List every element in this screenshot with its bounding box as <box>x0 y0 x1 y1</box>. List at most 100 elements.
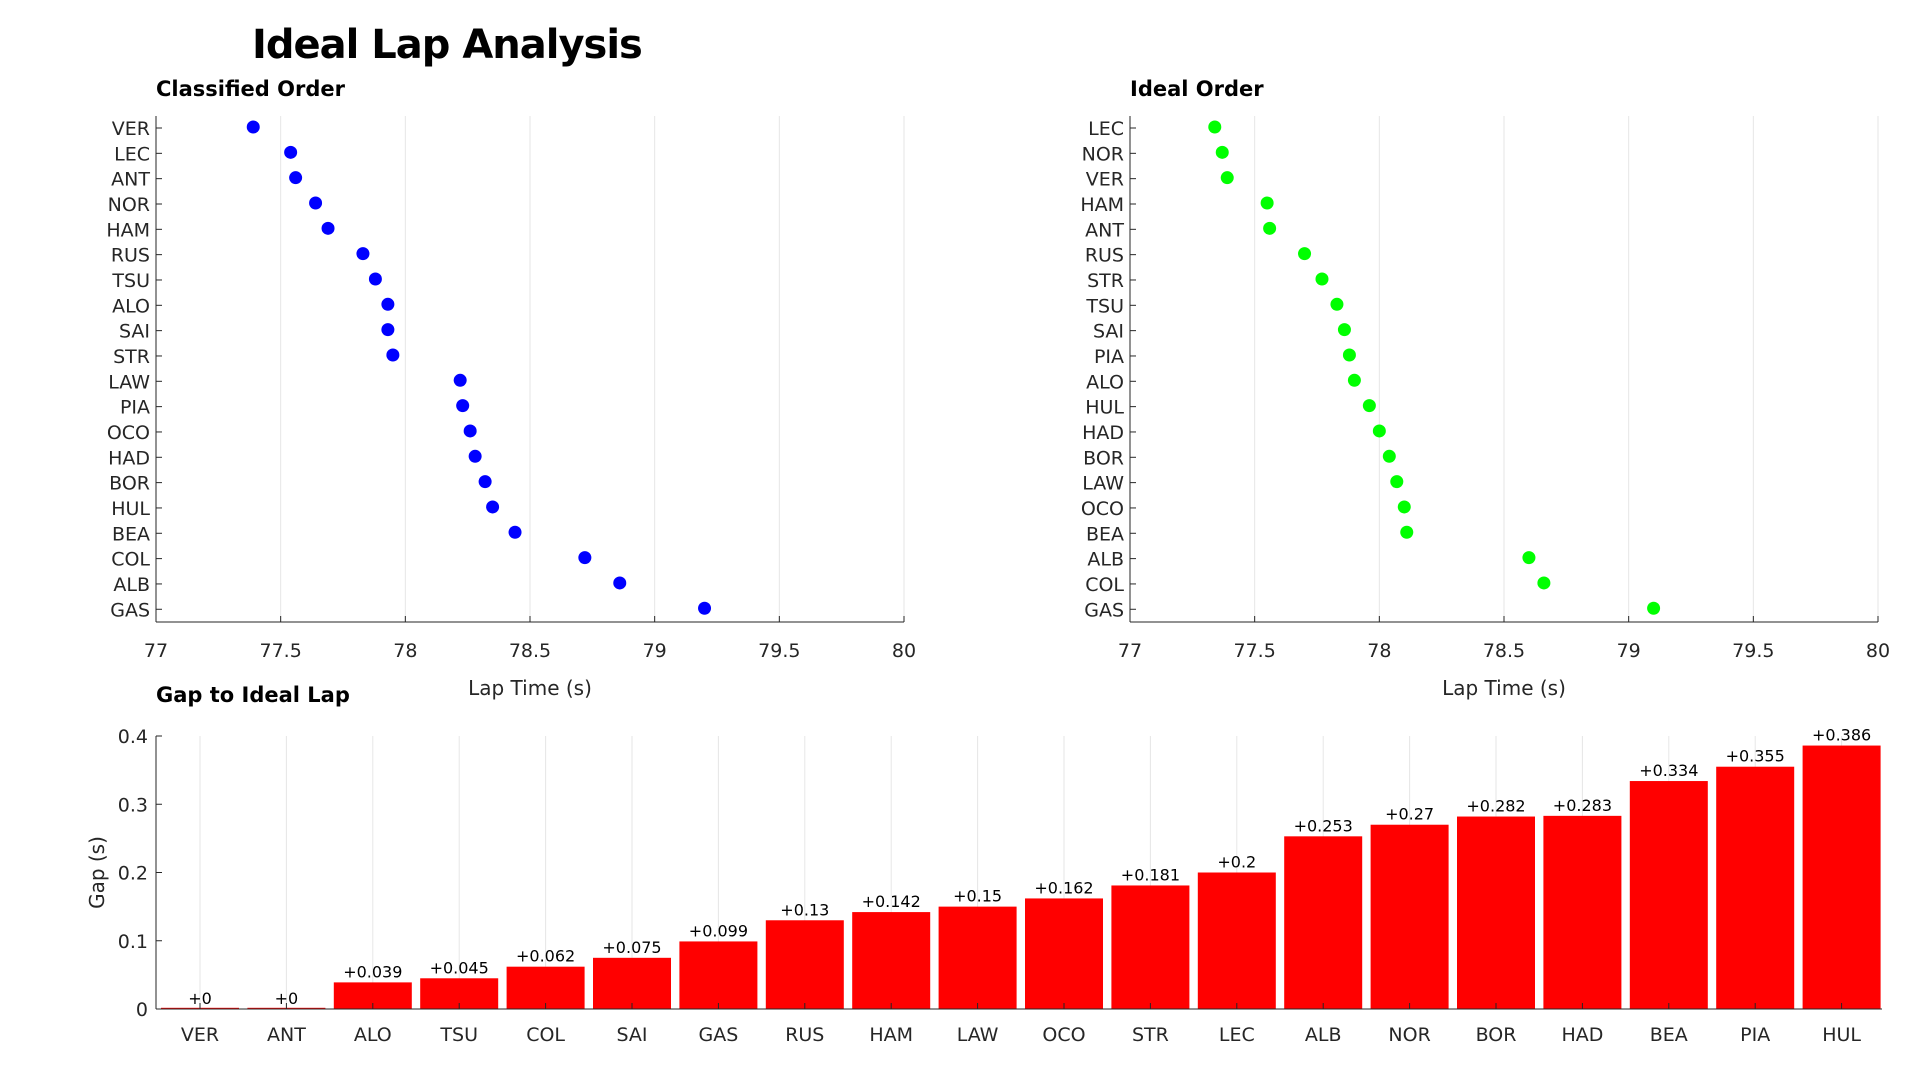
gap-to-ideal-chart: +0 VER +0 ANT +0.039 ALO +0.045 TSU +0.062 COL +0.… <box>85 683 1882 1046</box>
bar <box>1457 816 1535 1009</box>
x-tick-label: 79.5 <box>1732 640 1774 662</box>
chart-title: Gap to Ideal Lap <box>156 683 350 707</box>
y-tick-label: HUL <box>111 498 150 520</box>
y-tick-label: OCO <box>107 422 150 444</box>
y-tick-label: GAS <box>1084 599 1124 621</box>
x-tick-label: HAM <box>869 1024 913 1046</box>
y-tick-label: LEC <box>114 143 150 165</box>
y-tick-label: LAW <box>108 371 150 393</box>
y-tick-label: STR <box>1087 270 1124 292</box>
bar-data-label: +0.162 <box>1034 878 1093 897</box>
bar-data-label: +0.039 <box>343 962 402 981</box>
x-tick-label: LEC <box>1219 1024 1255 1046</box>
y-tick-label: ALB <box>113 574 150 596</box>
x-tick-label: 77 <box>144 640 168 662</box>
bar-data-label: +0.062 <box>516 947 575 966</box>
x-tick-label: 80 <box>1866 640 1890 662</box>
bar <box>1197 872 1276 1009</box>
data-point <box>1522 551 1536 565</box>
y-tick-label: HAD <box>1082 422 1124 444</box>
chart-title: Ideal Order <box>1130 77 1264 101</box>
bar <box>1284 836 1363 1009</box>
y-tick-label: TSU <box>1085 295 1124 317</box>
bar <box>506 966 585 1009</box>
y-tick-label: NOR <box>108 194 150 216</box>
x-tick-label: BEA <box>1650 1024 1688 1046</box>
x-tick-label: 80 <box>892 640 916 662</box>
bar <box>852 912 931 1009</box>
y-tick-label: TSU <box>111 270 150 292</box>
ideal-order-chart: 77 77.5 78 78.5 79 79.5 80 LEC NOR VER HAM ANT RUS ST… <box>1080 77 1890 700</box>
y-tick-label: PIA <box>120 397 150 419</box>
data-point <box>1647 601 1661 615</box>
chart-title: Classified Order <box>156 77 346 101</box>
data-point <box>246 120 260 134</box>
y-tick-label: NOR <box>1082 143 1124 165</box>
y-tick-label: ALB <box>1087 549 1124 571</box>
y-tick-label: HUL <box>1085 397 1124 419</box>
y-axis-label: Gap (s) <box>85 836 109 909</box>
data-point <box>1537 576 1551 590</box>
bar-data-label: +0.283 <box>1553 796 1612 815</box>
y-tick-label: 0.2 <box>118 863 148 885</box>
x-tick-label: 78 <box>393 640 417 662</box>
bar <box>1802 745 1881 1009</box>
data-point <box>381 297 395 311</box>
data-point <box>1263 221 1277 235</box>
y-tick-label: BEA <box>1086 523 1124 545</box>
y-tick-label: ALO <box>1086 371 1124 393</box>
bar <box>1025 898 1103 1009</box>
x-tick-label: TSU <box>439 1024 478 1046</box>
x-tick-label: LAW <box>957 1024 999 1046</box>
y-tick-label: ANT <box>1085 219 1124 241</box>
x-tick-label: 78.5 <box>509 640 551 662</box>
data-point <box>368 272 382 286</box>
data-point <box>613 576 627 590</box>
x-tick-label: ALO <box>354 1024 392 1046</box>
bar <box>1543 815 1622 1009</box>
bar-data-label: +0 <box>275 989 299 1008</box>
bar <box>938 906 1017 1009</box>
bar-data-label: +0.334 <box>1639 761 1698 780</box>
data-point <box>478 475 492 489</box>
data-point <box>1382 449 1396 463</box>
x-tick-label: RUS <box>785 1024 824 1046</box>
x-tick-label: OCO <box>1042 1024 1085 1046</box>
x-tick-label: SAI <box>616 1024 647 1046</box>
bar <box>1629 781 1708 1009</box>
y-tick-label: VER <box>1086 169 1124 191</box>
x-axis-label: Lap Time (s) <box>1442 676 1566 700</box>
page-title: Ideal Lap Analysis <box>252 22 643 68</box>
x-tick-label: GAS <box>699 1024 739 1046</box>
y-tick-label: STR <box>113 346 150 368</box>
data-point <box>1220 171 1234 185</box>
bar-data-label: +0.15 <box>953 887 1002 906</box>
data-point <box>1330 297 1344 311</box>
bar <box>1370 824 1449 1009</box>
bar-data-label: +0.045 <box>430 958 489 977</box>
data-point <box>289 171 303 185</box>
data-point <box>1400 525 1414 539</box>
data-point <box>1260 196 1274 210</box>
data-point <box>1347 373 1361 387</box>
data-point <box>1215 145 1229 159</box>
x-tick-label: BOR <box>1476 1024 1517 1046</box>
y-tick-label: ANT <box>111 169 150 191</box>
bar-data-label: +0.099 <box>689 921 748 940</box>
bar <box>1111 885 1190 1009</box>
x-tick-label: 79 <box>643 640 667 662</box>
y-tick-label: ALO <box>112 295 150 317</box>
x-tick-label: ALB <box>1305 1024 1342 1046</box>
y-tick-label: RUS <box>111 245 150 267</box>
data-point <box>1362 399 1376 413</box>
data-point <box>1342 348 1356 362</box>
bar-data-label: +0.253 <box>1294 816 1353 835</box>
y-tick-label: 0 <box>136 999 148 1021</box>
bar <box>679 941 758 1009</box>
y-tick-label: GAS <box>110 599 150 621</box>
data-point <box>1298 247 1312 261</box>
bar <box>765 920 844 1009</box>
x-tick-label: 77 <box>1118 640 1142 662</box>
x-tick-label: 79.5 <box>758 640 800 662</box>
data-point <box>508 525 522 539</box>
